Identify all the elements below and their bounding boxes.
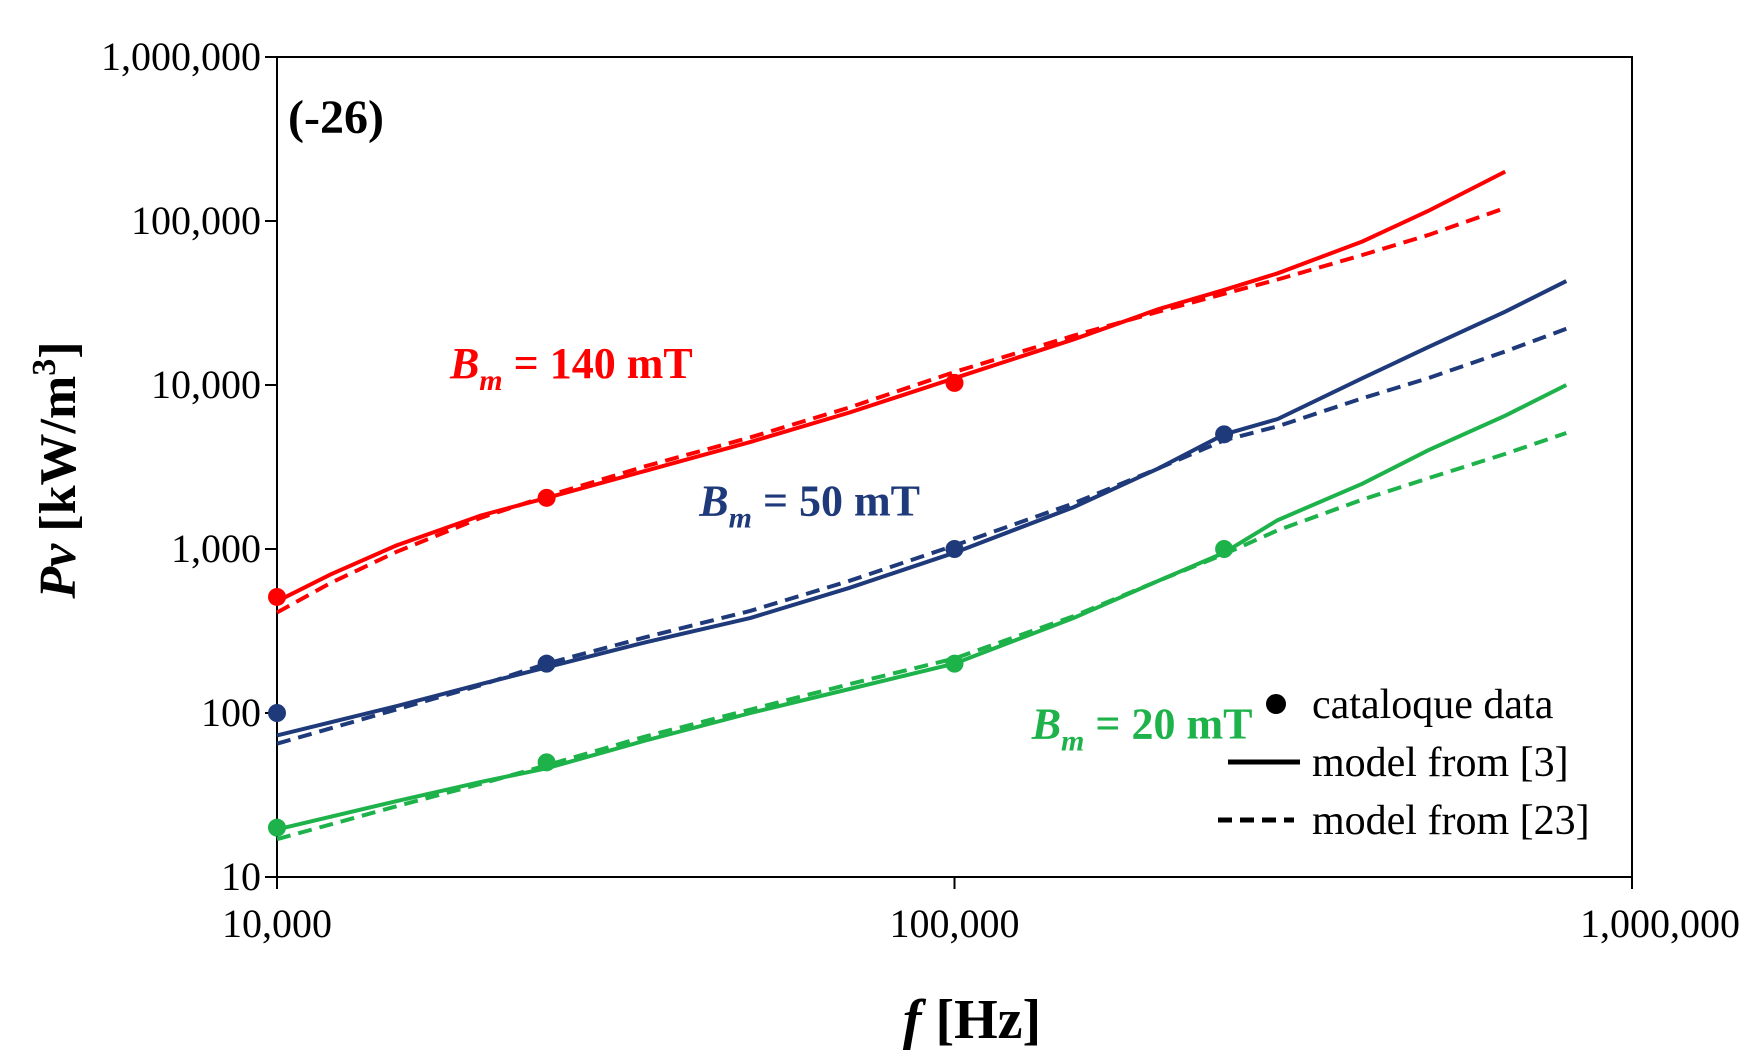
series-label-rest: = 20 mT: [1084, 699, 1252, 748]
panel-label: (-26): [288, 91, 384, 144]
series-1: [268, 169, 1507, 615]
legend-entry: model from [23]: [1218, 798, 1590, 844]
catalogue-point: [268, 818, 286, 837]
y-tick-label: 100: [201, 690, 261, 735]
y-axis-title-sup: 3: [26, 359, 63, 376]
model-3-line: [276, 279, 1568, 738]
catalogue-point: [945, 373, 964, 392]
y-tick-label: 10: [221, 854, 261, 899]
y-axis-title: Pv [kW/m3]: [26, 341, 87, 599]
series-label-rest: = 50 mT: [752, 477, 920, 526]
series-label: Bm = 140 mT: [449, 339, 693, 397]
catalogue-point: [268, 587, 286, 606]
x-tick-label: 10,000: [222, 901, 332, 946]
legend-entry: model from [3]: [1228, 740, 1569, 786]
catalogue-point: [268, 704, 286, 722]
series-label: Bm = 50 mT: [698, 477, 920, 535]
series-label: Bm = 20 mT: [1031, 699, 1253, 757]
catalogue-point: [945, 654, 964, 673]
catalogue-point: [1215, 425, 1234, 444]
model-23-line: [276, 206, 1506, 615]
x-axis: 10,000 100,000 1,000,000: [222, 877, 1740, 946]
series-3: [268, 383, 1568, 842]
y-tick-label: 100,000: [131, 198, 261, 243]
series-label-sub: m: [1061, 724, 1084, 757]
model-3-line: [276, 383, 1568, 832]
legend-label: cataloque data: [1312, 682, 1554, 728]
catalogue-point: [1215, 540, 1234, 558]
legend-label: model from [23]: [1312, 798, 1590, 844]
legend-label: model from [3]: [1312, 740, 1569, 786]
x-tick-label: 1,000,000: [1580, 901, 1740, 946]
series-label-main: B: [449, 339, 479, 388]
catalogue-point: [945, 540, 964, 558]
series-label-rest: = 140 mT: [503, 339, 693, 388]
legend-marker: [1266, 694, 1286, 714]
catalogue-point: [537, 488, 556, 507]
x-axis-title: f [Hz]: [903, 989, 1041, 1051]
legend: cataloque data model from [3] model from […: [1218, 682, 1590, 844]
series-label-sub: m: [479, 364, 502, 397]
y-tick-label: 10,000: [151, 362, 261, 407]
y-tick-label: 1,000: [171, 526, 261, 571]
legend-entry: cataloque data: [1266, 682, 1554, 728]
y-axis-title-italic: Pv: [30, 543, 87, 600]
catalogue-point: [537, 654, 556, 673]
x-axis-title-rest: [Hz]: [935, 989, 1041, 1051]
model-3-line: [276, 169, 1507, 604]
x-axis-title-italic: f: [903, 989, 927, 1051]
catalogue-point: [537, 753, 556, 772]
series-2: [268, 279, 1568, 746]
y-tick-label: 1,000,000: [101, 34, 261, 79]
series-layer: [268, 169, 1568, 842]
y-axis: 10 100 1,000 10,000 100,000 1,000,000: [101, 34, 277, 899]
series-label-sub: m: [729, 502, 752, 535]
y-axis-title-end: ]: [30, 341, 87, 358]
x-tick-label: 100,000: [890, 901, 1020, 946]
series-label-main: B: [698, 477, 728, 526]
series-label-main: B: [1031, 699, 1061, 748]
y-axis-title-rest: [kW/m: [30, 376, 87, 532]
